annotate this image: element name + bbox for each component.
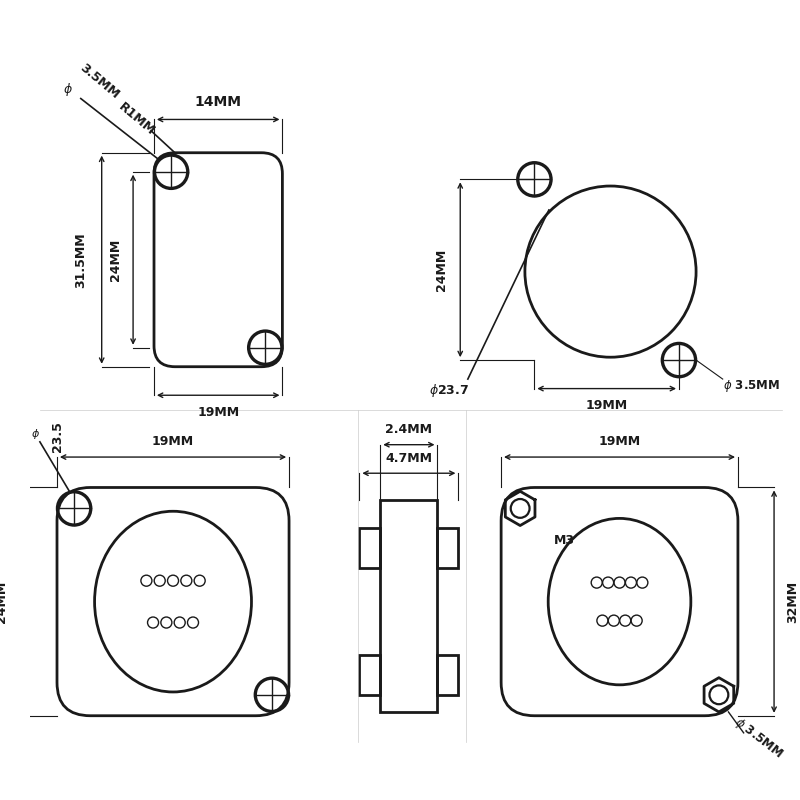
Text: 24MM: 24MM: [110, 238, 122, 281]
Text: 31.5MM: 31.5MM: [74, 232, 87, 287]
Bar: [438, 528, 458, 568]
Text: 19MM: 19MM: [586, 399, 628, 412]
Bar: [359, 655, 380, 695]
Text: M3: M3: [554, 534, 575, 547]
Text: 14MM: 14MM: [194, 95, 242, 110]
Text: 23.5: 23.5: [50, 421, 63, 451]
Text: 3.5MM: 3.5MM: [78, 62, 122, 102]
Text: 19MM: 19MM: [152, 435, 194, 448]
Text: 19MM: 19MM: [598, 435, 641, 448]
Text: 24MM: 24MM: [0, 581, 8, 622]
Bar: [359, 528, 380, 568]
Text: $\phi$: $\phi$: [30, 427, 40, 442]
Text: 19MM: 19MM: [197, 406, 239, 419]
Text: 4.7MM: 4.7MM: [386, 451, 432, 465]
Text: $\phi$ 3.5MM: $\phi$ 3.5MM: [730, 714, 786, 762]
Text: 2.4MM: 2.4MM: [386, 423, 432, 436]
Text: 32MM: 32MM: [786, 581, 799, 622]
Bar: [438, 655, 458, 695]
Bar: [380, 500, 438, 712]
Text: R1MM: R1MM: [116, 101, 158, 138]
Text: $\phi$23.7: $\phi$23.7: [429, 382, 469, 399]
Text: 24MM: 24MM: [434, 249, 448, 291]
Text: $\phi$ 3.5MM: $\phi$ 3.5MM: [722, 378, 780, 394]
Text: $\phi$: $\phi$: [63, 81, 74, 98]
